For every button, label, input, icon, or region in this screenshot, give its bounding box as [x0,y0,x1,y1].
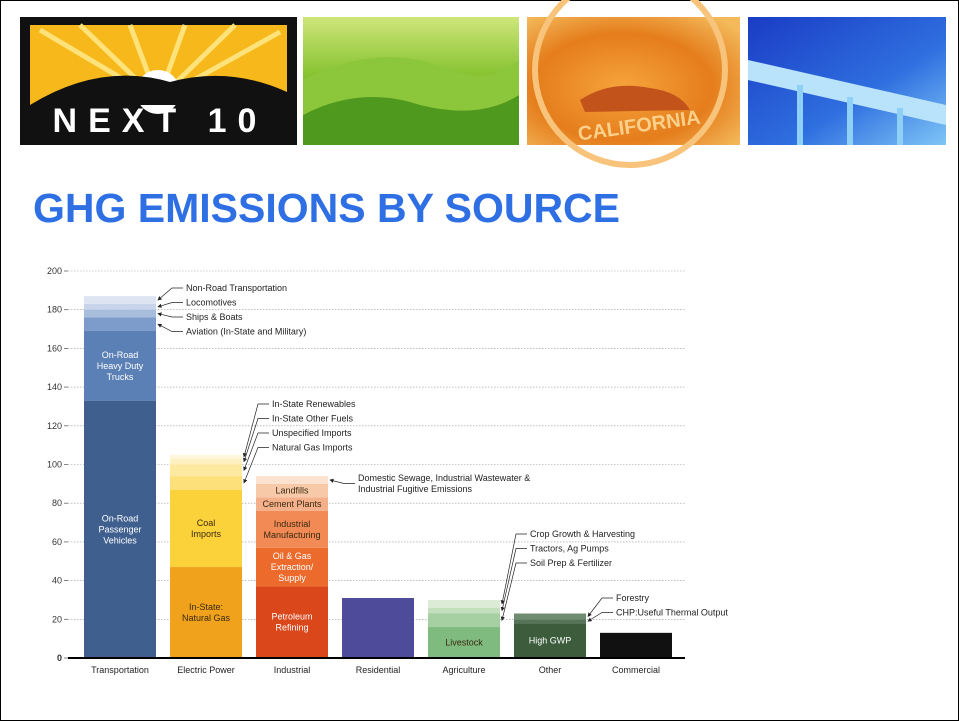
x-tick-label: Industrial [274,665,311,675]
callout-arrow [243,418,269,463]
callout-arrow [157,312,183,318]
bar-segment [256,476,328,484]
callout-label: In-State Other Fuels [272,414,354,424]
bar-segment [256,483,328,498]
callout-arrow [500,548,527,612]
callout-label: Ships & Boats [186,312,243,322]
slide-title: GHG EMISSIONS BY SOURCE [33,185,620,231]
segment-label: Cement Plants [262,499,322,509]
y-tick-label: 180 [47,305,62,315]
bar-segment [84,330,156,401]
segment-label: Landfills [275,486,309,496]
callout-arrow [157,287,183,301]
x-tick-label: Electric Power [177,665,235,675]
segment-label: On-Road Passenger Vehicles [98,513,141,545]
bar-segment [84,400,156,658]
bar-segment [170,458,242,465]
x-tick-label: Residential [356,665,401,675]
callout-label: Aviation (In-State and Military) [186,327,306,337]
y-tick-label: 0 [57,653,62,663]
callout-label: CHP:Useful Thermal Output [616,608,728,618]
callout-label: Forestry [616,593,650,603]
bar-segment [256,497,328,511]
bar-segment [342,598,414,658]
callout-arrow [329,478,355,484]
segment-label: On-Road Heavy Duty Trucks [97,350,144,382]
bridge-photo [748,17,946,145]
callout-label: Crop Growth & Harvesting [530,529,635,539]
hills-photo [303,17,519,146]
callout-arrow [157,323,183,332]
callout-arrow [587,597,613,617]
callout-label: Domestic Sewage, Industrial Wastewater &… [358,473,530,494]
y-tick-label: 200 [47,266,62,276]
chart: 0 20 40 60 80 100 120 140 160 180 200 Transportatio… [47,266,728,675]
callout-label: Unspecified Imports [272,428,352,438]
segment-label: High GWP [529,636,572,646]
bar-segment [514,623,586,658]
y-tick-label: 140 [47,382,62,392]
callout-arrow [242,403,269,458]
bar-segment [428,599,500,608]
bar-segment [428,607,500,614]
callout-arrow [500,533,527,605]
bar-segment [84,309,156,318]
y-tick-label: 80 [52,498,62,508]
bar-segment [256,586,328,658]
y-tick-label: 120 [47,421,62,431]
callout-label: Tractors, Ag Pumps [530,544,609,554]
callout-label: In-State Renewables [272,399,356,409]
x-tick-label: Agriculture [442,665,485,675]
y-tick-label: 40 [52,576,62,586]
bar-segment [170,464,242,477]
logo-text: NEXT 10 [53,102,268,140]
bar-segment [170,567,242,658]
bar-segment [514,619,586,624]
callout-label: Soil Prep & Fertilizer [530,558,612,568]
callout-label: Non-Road Transportation [186,283,287,293]
bar-segment [514,613,586,620]
callout-arrow [500,562,527,621]
bar-segment [256,510,328,548]
bar-segment [170,454,242,459]
segment-label: Oil & Gas Extraction/Supply [271,551,314,583]
x-tick-label: Commercial [612,665,660,675]
bar-segment [170,476,242,490]
bar-segment [170,489,242,568]
callout-arrow [243,432,269,471]
bar-segment [428,613,500,628]
x-tick-label: Other [539,665,562,675]
x-tick-label: Transportation [91,665,149,675]
bar-segment [84,303,156,310]
y-tick-label: 100 [47,460,62,470]
segment-label: Petroleum Refining [271,612,312,633]
y-tick-label: 160 [47,343,62,353]
segment-label: In-State: Natural Gas [182,602,231,623]
callout-label: Locomotives [186,298,237,308]
seal-photo: CALIFORNIA [527,0,740,168]
logo: NEXT 10 [20,17,297,145]
bar-segment [600,632,672,658]
bar-segment [84,317,156,331]
segment-label: Livestock [445,638,483,648]
bar-segment [84,296,156,304]
callout-arrow [157,302,183,308]
callout-label: Natural Gas Imports [272,443,353,453]
y-tick-label: 20 [52,614,62,624]
segment-label: Coal Imports [191,518,222,539]
bar-segment [428,627,500,658]
y-tick-label: 60 [52,537,62,547]
segment-label: Industrial Manufacturing [263,519,320,540]
callout-arrow [243,447,269,484]
callout-arrow [587,612,613,622]
bar-segment [256,547,328,587]
